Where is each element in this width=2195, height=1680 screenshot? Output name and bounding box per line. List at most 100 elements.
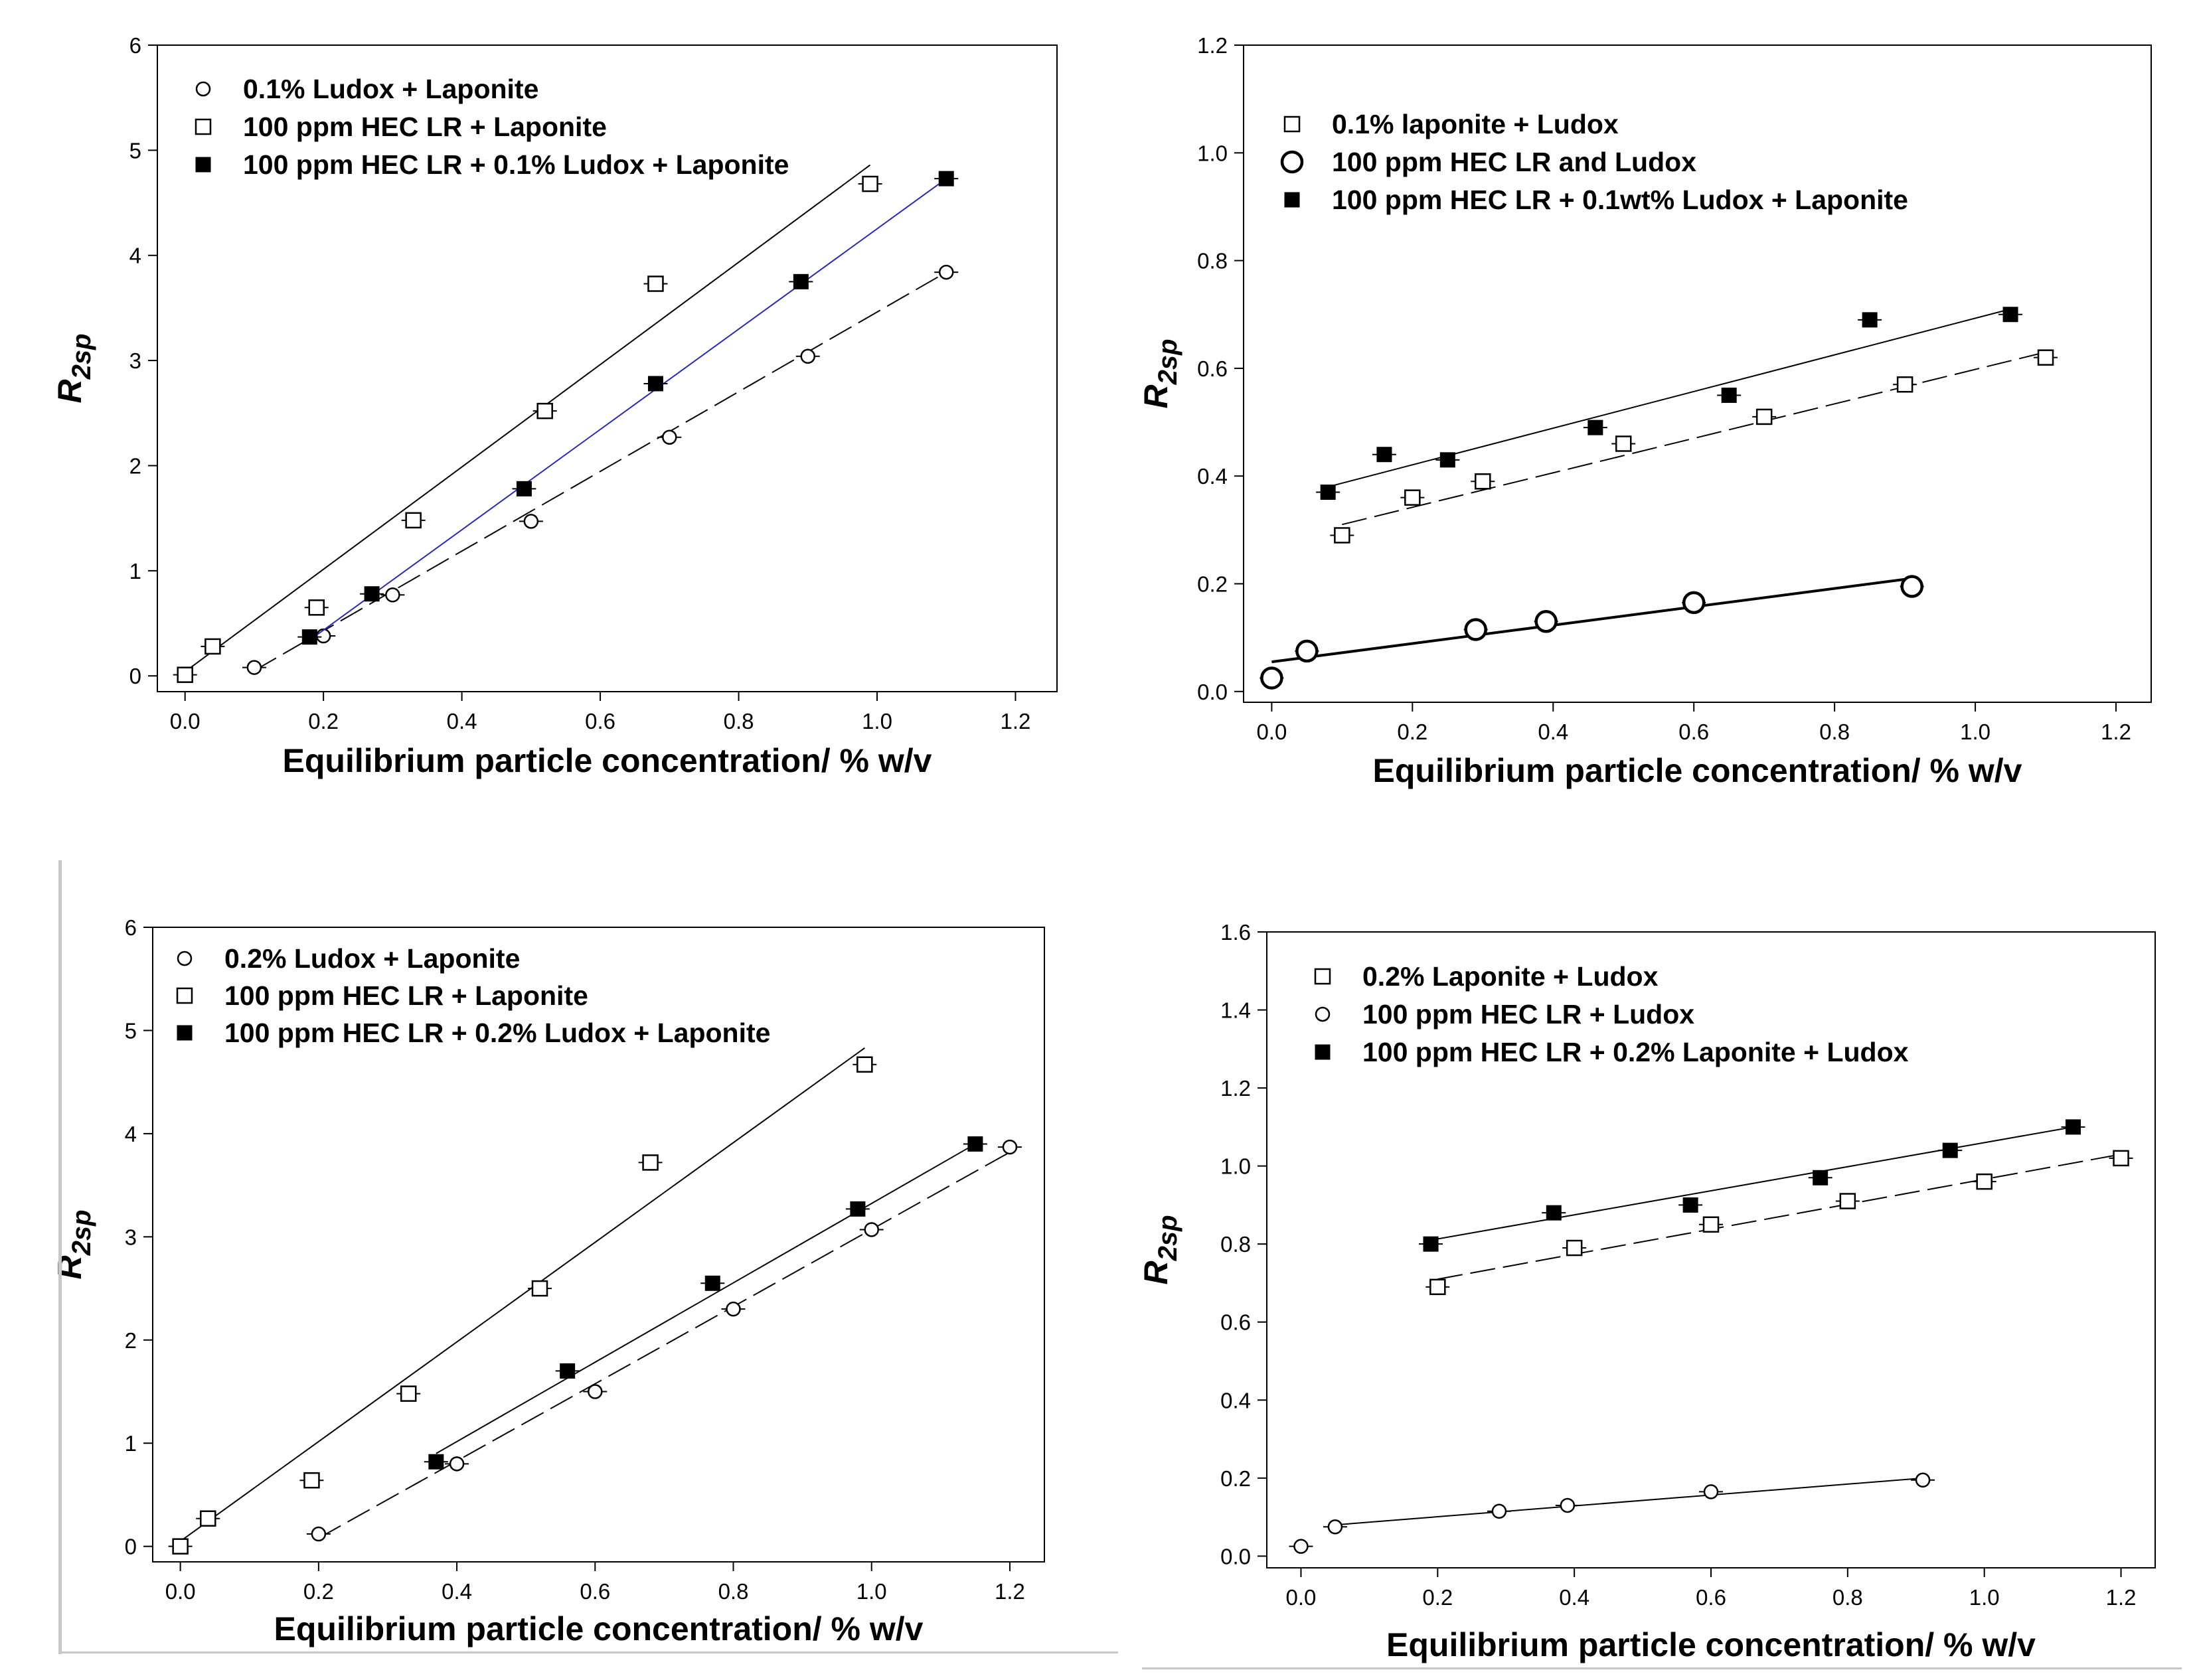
data-point [311, 1526, 327, 1542]
data-point [1439, 452, 1455, 468]
x-tick-label: 0.2 [303, 1579, 334, 1604]
data-point [523, 514, 539, 529]
legend-marker [177, 951, 193, 966]
series-2: 100 ppm HEC LR and Ludox [1260, 147, 1924, 690]
y-axis-title-main: R [1137, 384, 1175, 408]
chart-panel-1: 0.0 0.2 0.4 0.6 0.8 1.0 1.2 0 1 2 3 4 5 6 Equilibrium … [51, 33, 1058, 779]
x-axis: 0.0 0.2 0.4 0.6 0.8 1.0 1.2 [1286, 1568, 2137, 1610]
y-tick-label: 1.2 [1220, 1076, 1251, 1101]
x-tick-label: 0.0 [1256, 720, 1287, 744]
y-tick-label: 0.2 [1197, 572, 1228, 596]
series-3: 100 ppm HEC LR + 0.2% Laponite + Ludox [1315, 1037, 2085, 1252]
y-tick-label: 1.0 [1220, 1154, 1251, 1179]
data-point [1682, 591, 1706, 615]
y-tick-label: 0 [129, 664, 141, 688]
y-tick-label: 1.4 [1220, 998, 1251, 1023]
y-tick-label: 6 [129, 33, 141, 58]
data-point [1423, 1236, 1439, 1252]
data-point [1293, 1539, 1309, 1554]
series-2: 100 ppm HEC LR + Ludox [1289, 999, 1935, 1554]
data-point [938, 264, 954, 280]
x-tick-label: 0.4 [447, 709, 477, 733]
data-point [516, 481, 532, 496]
data-point [800, 348, 816, 364]
data-point [449, 1456, 465, 1472]
data-point [204, 638, 221, 655]
x-tick-label: 0.8 [724, 709, 754, 733]
fit-line [1271, 577, 1912, 664]
panel-divider-left [58, 860, 62, 1654]
data-point [536, 402, 553, 420]
plot-frame [152, 927, 1045, 1563]
panel-divider-bottom-right [1142, 1667, 2182, 1669]
x-tick-label: 0.8 [718, 1579, 749, 1604]
data-point [1615, 435, 1632, 452]
fit-line [1437, 1154, 2121, 1280]
data-point [1320, 485, 1336, 500]
x-tick-label: 1.2 [1001, 709, 1031, 733]
fit-line [180, 1047, 865, 1542]
legend-label: 100 ppm HEC LR + Laponite [224, 980, 588, 1011]
data-point [2113, 1150, 2129, 1167]
y-tick-label: 0.6 [1220, 1310, 1251, 1335]
legend-marker [1283, 115, 1301, 133]
fit-line [185, 164, 871, 672]
data-point [967, 1136, 983, 1152]
x-axis: 0.0 0.2 0.4 0.6 0.8 1.0 1.2 [165, 1562, 1025, 1604]
x-tick-label: 0.8 [1819, 720, 1850, 744]
data-point [172, 1538, 189, 1555]
data-point [850, 1201, 866, 1217]
data-point [1260, 666, 1283, 690]
y-tick-label: 6 [125, 915, 137, 940]
data-point [1839, 1193, 1856, 1209]
chart-panel-2: 0.0 0.2 0.4 0.6 0.8 1.0 1.2 0.0 0.2 0.4 0.6 0.8 1.0 1… [1137, 33, 2152, 789]
fit-line [1430, 1126, 2073, 1241]
y-tick-label: 4 [125, 1122, 137, 1146]
series-2: 100 ppm HEC LR + Laponite [173, 112, 882, 683]
data-point [1942, 1142, 1958, 1158]
data-point [1703, 1484, 1719, 1499]
data-point [1721, 387, 1737, 403]
series-1: 0.1% laponite + Ludox [1283, 109, 2058, 544]
x-tick-label: 0.6 [585, 709, 615, 733]
data-point [862, 175, 878, 192]
y-axis: 0 1 2 3 4 5 6 [129, 33, 157, 688]
x-axis: 0.0 0.2 0.4 0.6 0.8 1.0 1.2 [170, 692, 1031, 733]
x-tick-label: 1.0 [856, 1579, 887, 1604]
x-tick-label: 0.2 [1422, 1585, 1453, 1610]
series-3: 100 ppm HEC LR + 0.2% Ludox + Laponite [177, 1018, 987, 1470]
data-point [308, 599, 325, 616]
legend-label: 100 ppm HEC LR + 0.1wt% Ludox + Laponite [1332, 185, 1908, 215]
data-point [400, 1385, 417, 1402]
data-point [704, 1275, 720, 1291]
y-tick-label: 3 [129, 348, 141, 373]
data-point [531, 1280, 548, 1297]
series-1: 0.2% Laponite + Ludox [1314, 961, 2133, 1296]
data-point [864, 1222, 879, 1237]
y-tick-label: 4 [129, 244, 141, 268]
y-axis-title: R2sp [51, 333, 96, 403]
data-point [177, 666, 193, 683]
legend-marker [176, 987, 193, 1004]
x-tick-label: 1.0 [862, 709, 892, 733]
series-1: 0.2% Ludox + Laponite [177, 943, 1022, 1542]
legend-label: 0.1% laponite + Ludox [1332, 109, 1619, 139]
data-point [1475, 473, 1491, 490]
data-point [315, 628, 331, 644]
y-axis-title-main: R [1137, 1260, 1175, 1284]
x-tick-label: 1.0 [1960, 720, 1991, 744]
data-point [301, 629, 317, 645]
x-tick-label: 1.2 [2106, 1585, 2137, 1610]
y-tick-label: 0.6 [1197, 356, 1228, 381]
fit-line [436, 1143, 976, 1454]
y-axis-title-main: R [51, 379, 88, 403]
data-point [1429, 1278, 1446, 1296]
y-tick-label: 2 [125, 1328, 137, 1353]
fit-line [1342, 351, 2046, 526]
legend-marker [1314, 968, 1331, 985]
data-point [1491, 1503, 1507, 1519]
data-point [1702, 1216, 1720, 1233]
data-point [303, 1472, 320, 1489]
y-tick-label: 0.0 [1220, 1544, 1251, 1568]
series-2: 100 ppm HEC LR + Laponite [168, 980, 877, 1555]
